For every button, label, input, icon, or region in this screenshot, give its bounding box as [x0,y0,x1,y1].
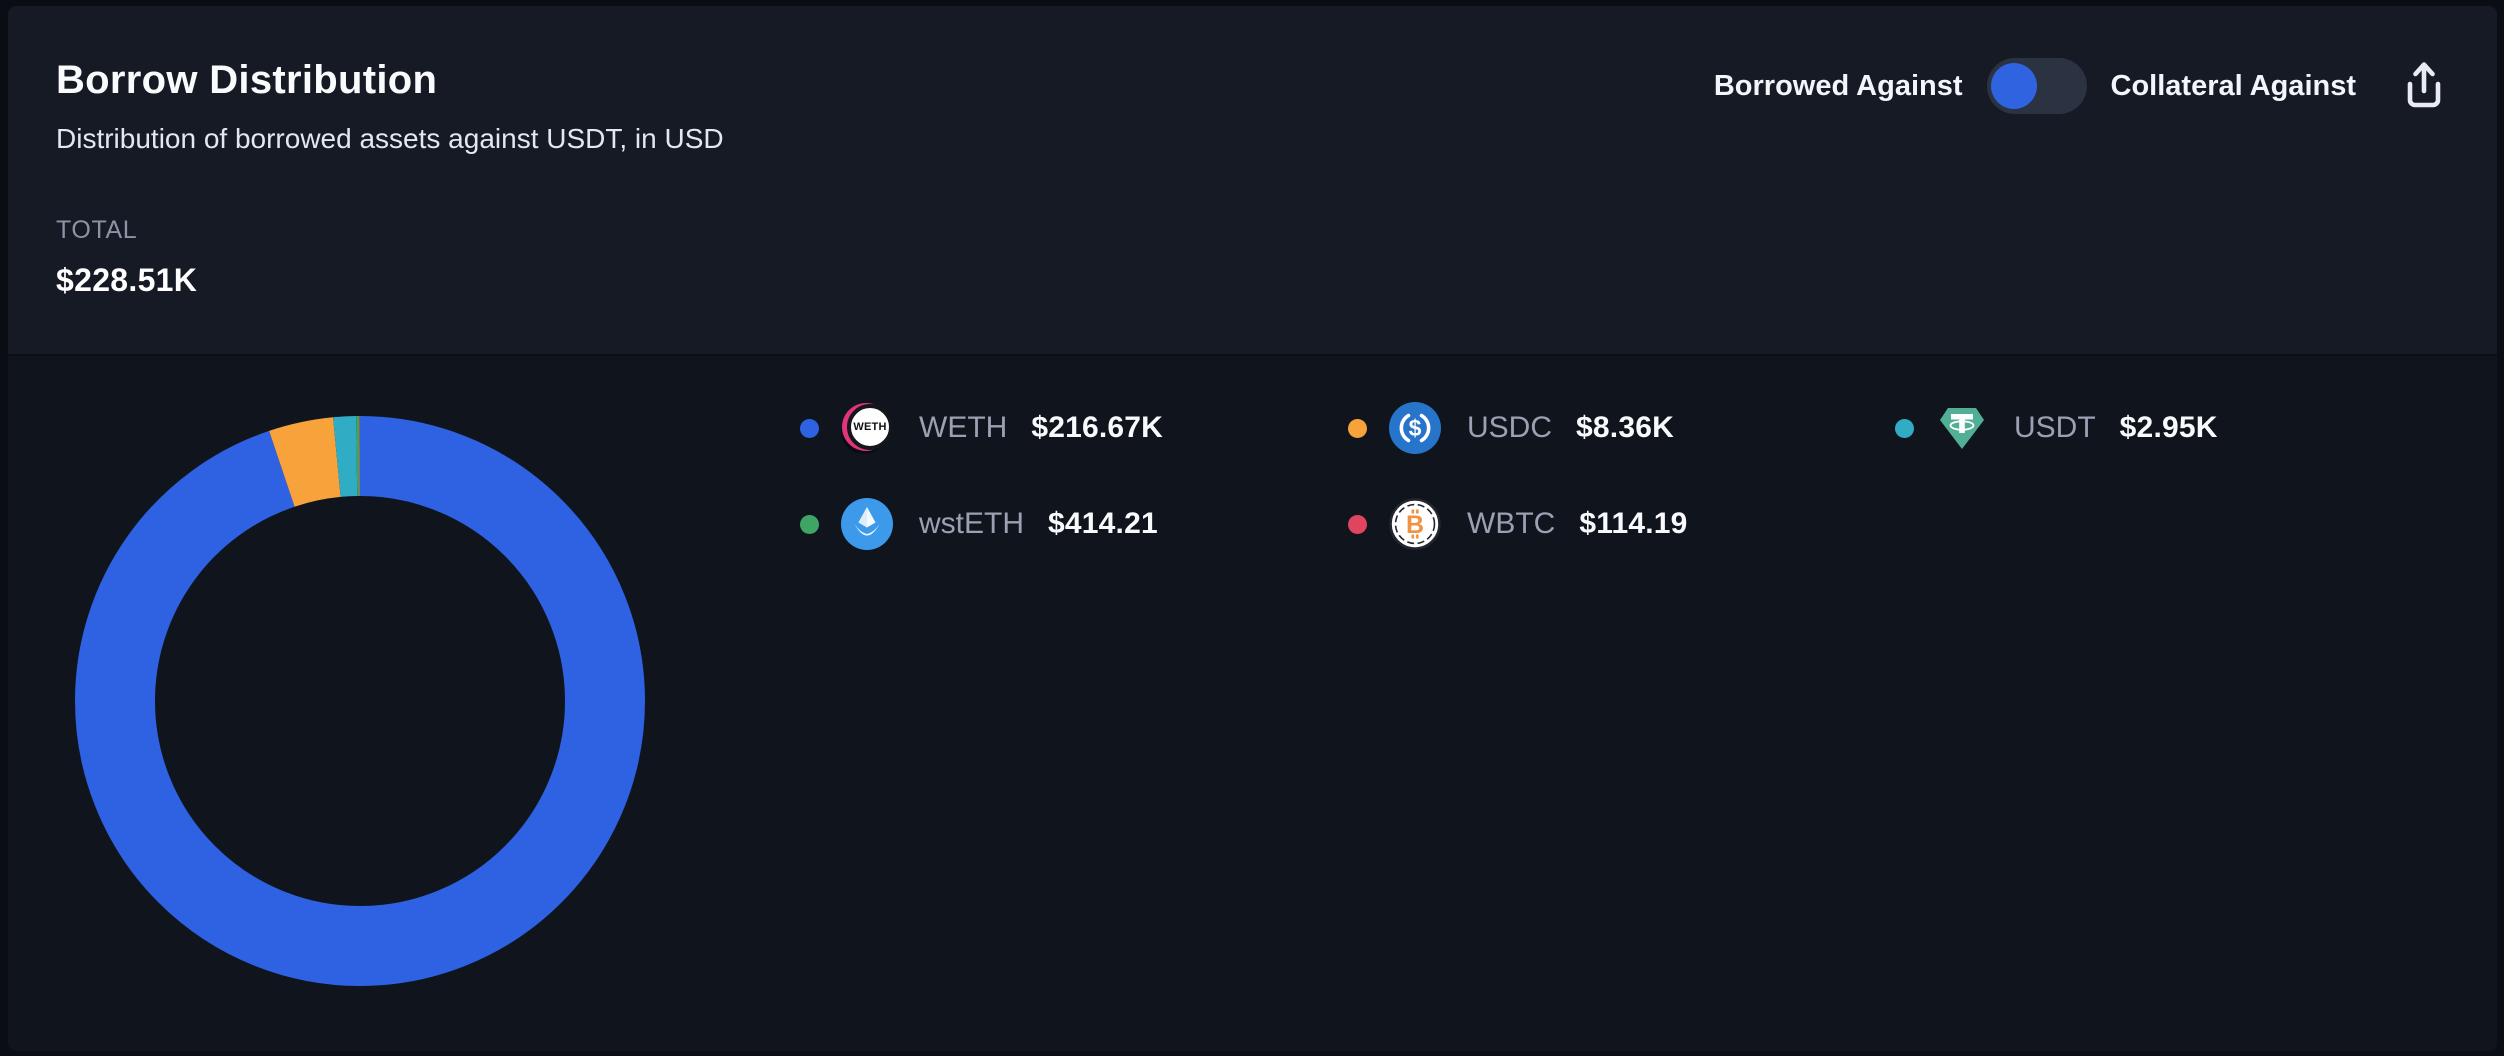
borrow-distribution-donut-chart[interactable] [70,411,650,991]
borrowed-collateral-toggle[interactable] [1986,58,2087,114]
share-export-icon [2400,62,2448,116]
svg-text:B: B [1406,511,1424,539]
header-controls: Borrowed Against Collateral Against [1714,58,2448,114]
wbtc-coin-icon: B [1389,498,1441,550]
legend-dot-wsteth [800,514,819,534]
legend-dot-weth [800,418,819,438]
page-title: Borrow Distribution [56,58,438,102]
legend-value: $2.95K [2119,411,2218,444]
toggle-left-label: Borrowed Against [1713,69,1963,102]
legend-item-usdt[interactable]: USDT $2.95K [1895,402,2218,454]
usdt-coin-icon [1936,402,1988,454]
total-label: TOTAL [56,216,138,244]
legend-dot-usdc [1348,418,1367,438]
legend-symbol: WBTC [1467,507,1556,540]
card-subtitle: Distribution of borrowed assets against … [56,123,724,154]
total-value: $228.51K [56,262,198,298]
wsteth-coin-icon [841,498,893,550]
legend-symbol: wstETH [919,507,1024,540]
toggle-right-label: Collateral Against [2110,69,2356,102]
legend-symbol: USDC [1467,411,1553,444]
legend-item-weth[interactable]: WETH WETH $216.67K [800,402,1163,454]
card-header-background [8,6,2497,355]
legend-value: $8.36K [1576,411,1674,444]
legend-symbol: USDT [2014,411,2096,444]
usdc-coin-icon: $ [1389,402,1441,454]
export-share-button[interactable] [2400,59,2448,113]
legend-item-wbtc[interactable]: B WBTC $114.19 [1348,498,1688,550]
toggle-knob [1990,63,2037,109]
legend-symbol: WETH [919,411,1008,444]
weth-coin-icon: WETH [841,402,893,454]
svg-text:$: $ [1409,415,1422,441]
legend-value: $414.21 [1048,507,1158,540]
legend-dot-usdt [1895,418,1914,438]
legend-dot-wbtc [1348,514,1367,534]
legend-item-wsteth[interactable]: wstETH $414.21 [800,498,1158,550]
legend-value: $216.67K [1031,411,1164,444]
legend-value: $114.19 [1579,507,1688,540]
donut-slice-wbtc[interactable] [75,416,645,986]
donut-slice-weth[interactable] [75,416,645,986]
legend-item-usdc[interactable]: $ USDC $8.36K [1348,402,1674,454]
